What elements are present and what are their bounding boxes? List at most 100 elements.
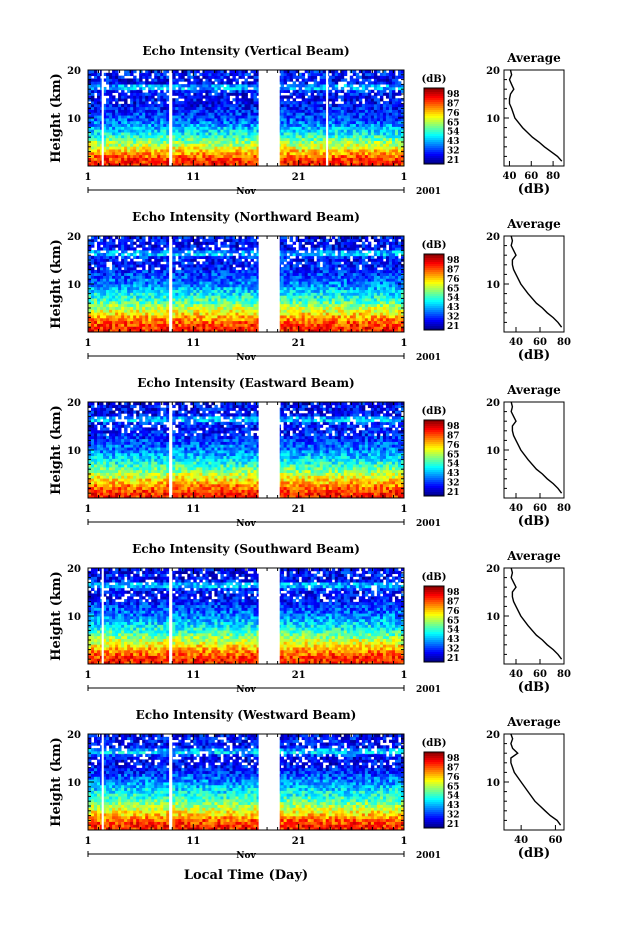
heatmap-cell (358, 120, 363, 125)
heatmap-cell (97, 309, 101, 313)
heatmap-cell (154, 112, 158, 116)
heatmap-cell (400, 326, 405, 330)
heatmap-cell (313, 157, 318, 161)
heatmap-cell (130, 326, 134, 330)
heatmap-cell (127, 120, 131, 125)
heatmap-cell (301, 103, 306, 108)
heatmap-cell (223, 160, 227, 164)
heatmap-cell (352, 157, 357, 161)
heatmap-cell (292, 118, 297, 122)
heatmap-cell (214, 78, 218, 82)
heatmap-cell (253, 149, 257, 153)
heatmap-cell (175, 101, 179, 105)
heatmap-cell (313, 312, 318, 316)
heatmap-cell (196, 303, 200, 307)
heatmap-cell (151, 298, 155, 302)
heatmap-cell (352, 120, 357, 125)
heatmap-cell (292, 123, 297, 127)
heatmap-cell (238, 72, 242, 77)
heatmap-cell (370, 315, 375, 319)
heatmap-cell (136, 112, 140, 116)
heatmap-cell (352, 109, 357, 113)
heatmap-cell (136, 295, 140, 299)
heatmap-cell (238, 134, 242, 139)
heatmap-cell (289, 298, 294, 302)
heatmap-cell (343, 140, 348, 144)
heatmap-cell (328, 303, 333, 307)
heatmap-cell (196, 89, 200, 93)
heatmap-cell (220, 106, 224, 110)
heatmap-cell (370, 300, 375, 305)
heatmap-cell (301, 160, 306, 164)
heatmap-cell (343, 149, 348, 153)
heatmap-cell (286, 101, 291, 105)
heatmap-cell (97, 300, 101, 305)
heatmap-cell (364, 151, 369, 156)
heatmap-cell (385, 315, 390, 319)
heatmap-cell (283, 115, 288, 119)
heatmap-cell (397, 320, 402, 324)
heatmap-cell (334, 98, 339, 102)
heatmap-cell (187, 317, 191, 322)
heatmap-cell (208, 323, 212, 327)
heatmap-cell (352, 101, 357, 105)
heatmap-cell (295, 129, 300, 133)
heatmap-cell (193, 317, 197, 322)
heatmap-cell (289, 160, 294, 164)
heatmap-cell (319, 300, 324, 305)
heatmap-cell (394, 149, 399, 153)
heatmap-cell (322, 98, 327, 102)
heatmap-cell (397, 106, 402, 110)
heatmap-cell (298, 160, 303, 164)
heatmap-cell (211, 149, 215, 153)
heatmap-cell (352, 298, 357, 302)
heatmap-cell (388, 320, 393, 324)
heatmap-cell (181, 115, 185, 119)
heatmap-cell (160, 132, 164, 136)
heatmap-cell (283, 126, 288, 130)
heatmap-cell (139, 126, 143, 130)
heatmap-cell (133, 126, 137, 130)
heatmap-cell (400, 323, 405, 327)
heatmap-cell (214, 118, 218, 122)
heatmap-cell (382, 118, 387, 122)
heatmap-cell (256, 98, 260, 102)
heatmap-cell (232, 320, 236, 324)
heatmap-cell (304, 329, 309, 333)
heatmap-cell (286, 326, 291, 330)
heatmap-cell (304, 129, 309, 133)
heatmap-cell (109, 72, 113, 77)
heatmap-cell (154, 149, 158, 153)
heatmap-cell (142, 154, 146, 158)
colorbar-swatch (424, 92, 444, 95)
heatmap-cell (295, 112, 300, 116)
heatmap-cell (238, 112, 242, 116)
heatmap-cell (367, 132, 372, 136)
heatmap-cell (148, 326, 152, 330)
heatmap-cell (133, 295, 137, 299)
heatmap-cell (190, 132, 194, 136)
heatmap-cell (133, 70, 137, 74)
heatmap-cell (106, 146, 110, 150)
heatmap-cell (232, 303, 236, 307)
heatmap-cell (196, 112, 200, 116)
heatmap-cell (193, 323, 197, 327)
heatmap-cell (193, 143, 197, 147)
heatmap-cell (226, 126, 230, 130)
heatmap-cell (100, 320, 104, 324)
heatmap-cell (214, 303, 218, 307)
heatmap-cell (337, 329, 342, 333)
heatmap-cell (193, 98, 197, 102)
heatmap-cell (220, 317, 224, 322)
heatmap-cell (214, 137, 218, 141)
heatmap-cell (88, 157, 92, 161)
heatmap-cell (352, 320, 357, 324)
heatmap-cell (367, 106, 372, 110)
heatmap-cell (235, 115, 239, 119)
heatmap-cell (241, 292, 245, 296)
heatmap-cell (340, 78, 345, 82)
heatmap-cell (172, 140, 176, 144)
heatmap-cell (217, 329, 221, 333)
heatmap-cell (154, 312, 158, 316)
heatmap-cell (157, 160, 161, 164)
